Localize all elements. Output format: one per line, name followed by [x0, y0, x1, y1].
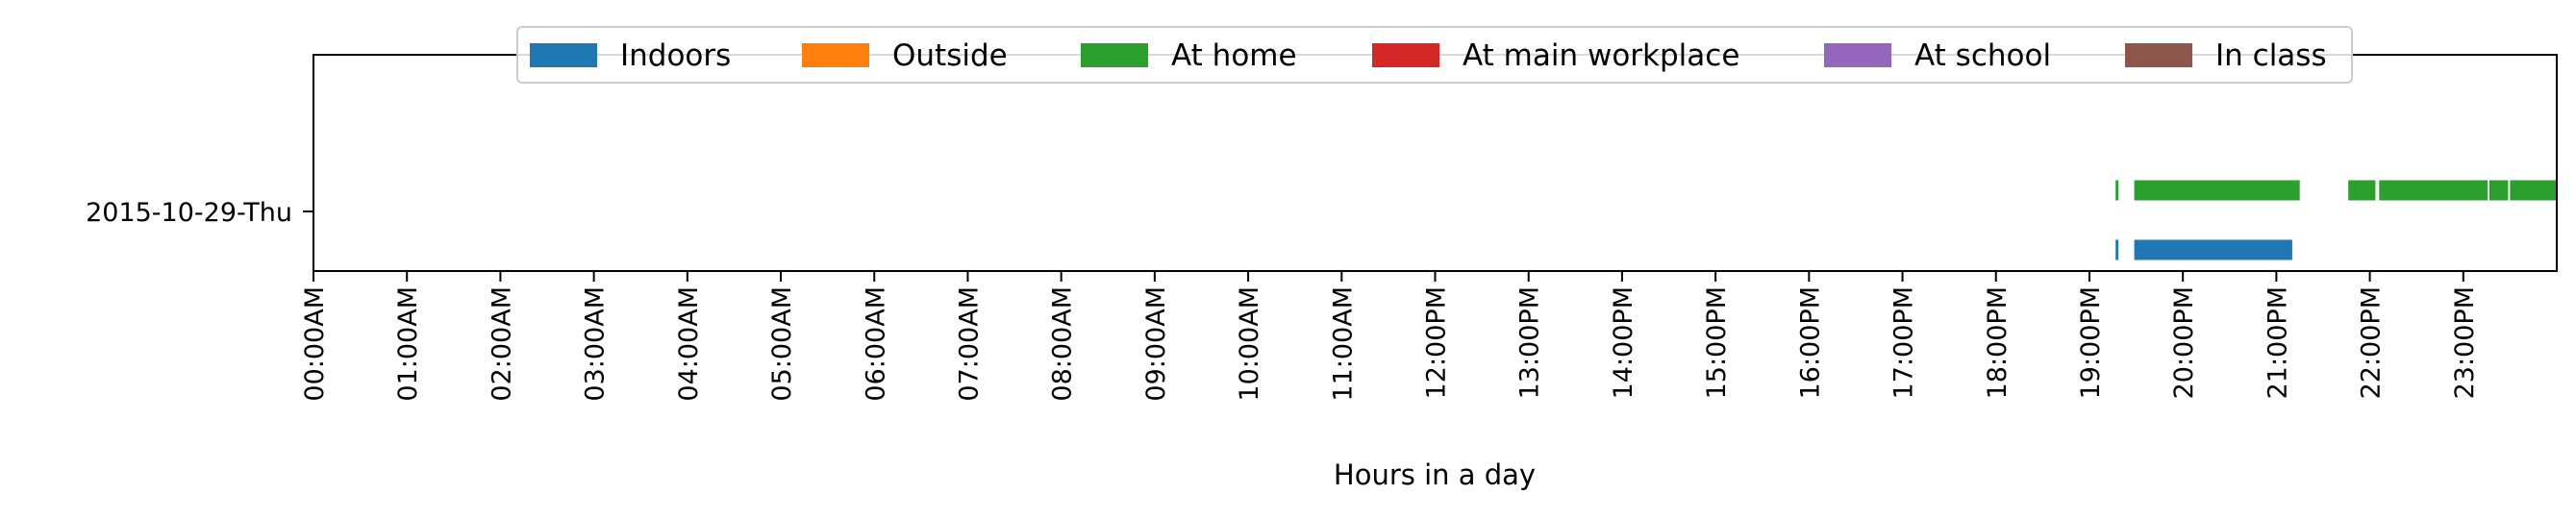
bar-at-home-4	[2489, 180, 2509, 201]
legend-label: Indoors	[620, 38, 731, 73]
legend-label: Outside	[892, 38, 1008, 73]
x-tick-label: 22:00PM	[2357, 286, 2387, 399]
x-tick-label: 19:00PM	[2076, 286, 2106, 399]
x-axis-title: Hours in a day	[1334, 458, 1536, 491]
x-tick-label: 04:00AM	[674, 286, 704, 402]
bar-at-home-2	[2348, 180, 2376, 201]
legend-swatch-indoors	[530, 43, 597, 67]
activity-bars	[2115, 180, 2557, 260]
x-tick-label: 16:00PM	[1795, 286, 1825, 399]
bar-at-home-5	[2510, 180, 2557, 201]
x-tick-label: 07:00AM	[954, 286, 984, 402]
x-tick-label: 12:00PM	[1422, 286, 1452, 399]
x-tick-label: 11:00AM	[1328, 286, 1358, 402]
x-tick-label: 17:00PM	[1889, 286, 1919, 399]
y-tick-label: 2015-10-29-Thu	[86, 198, 292, 228]
legend-swatch-at-school	[1824, 43, 1891, 67]
x-tick-label: 06:00AM	[861, 286, 890, 402]
x-tick-label: 05:00AM	[767, 286, 797, 402]
legend-label: At school	[1914, 38, 2051, 73]
legend-swatch-at-main-workplace	[1372, 43, 1439, 67]
legend: Indoors Outside At home At main workplace At…	[516, 26, 2353, 84]
bar-at-home-1	[2134, 180, 2300, 201]
x-tick-label: 01:00AM	[393, 286, 423, 402]
x-tick-label: 14:00PM	[1609, 286, 1638, 399]
x-tick-label: 09:00AM	[1141, 286, 1171, 402]
x-tick-label: 10:00AM	[1235, 286, 1264, 402]
bar-at-home-3	[2379, 180, 2488, 201]
x-tick-label: 18:00PM	[1983, 286, 2013, 399]
x-tick-label: 03:00AM	[581, 286, 611, 402]
legend-label: At home	[1171, 38, 1297, 73]
x-tick-label: 20:00PM	[2169, 286, 2199, 399]
bar-at-home-0	[2115, 180, 2119, 201]
y-axis: 2015-10-29-Thu	[86, 198, 313, 228]
x-tick-label: 00:00AM	[300, 286, 330, 402]
x-axis: 00:00AM 01:00AM 02:00AM 03:00AM 04:00AM 05:00…	[300, 271, 2480, 402]
legend-label: At main workplace	[1463, 38, 1739, 73]
x-tick-label: 15:00PM	[1702, 286, 1732, 399]
legend-swatch-outside	[802, 43, 869, 67]
x-tick-label: 08:00AM	[1048, 286, 1078, 402]
legend-swatch-at-home	[1081, 43, 1148, 67]
bar-indoors-1	[2134, 239, 2292, 260]
bar-indoors-0	[2115, 239, 2119, 260]
x-tick-label: 21:00PM	[2263, 286, 2292, 399]
plot-area-frame	[313, 54, 2558, 272]
x-tick-label: 23:00PM	[2450, 286, 2480, 399]
x-tick-label: 02:00AM	[487, 286, 516, 402]
legend-swatch-in-class	[2125, 43, 2192, 67]
legend-label: In class	[2215, 38, 2327, 73]
x-tick-label: 13:00PM	[1515, 286, 1545, 399]
